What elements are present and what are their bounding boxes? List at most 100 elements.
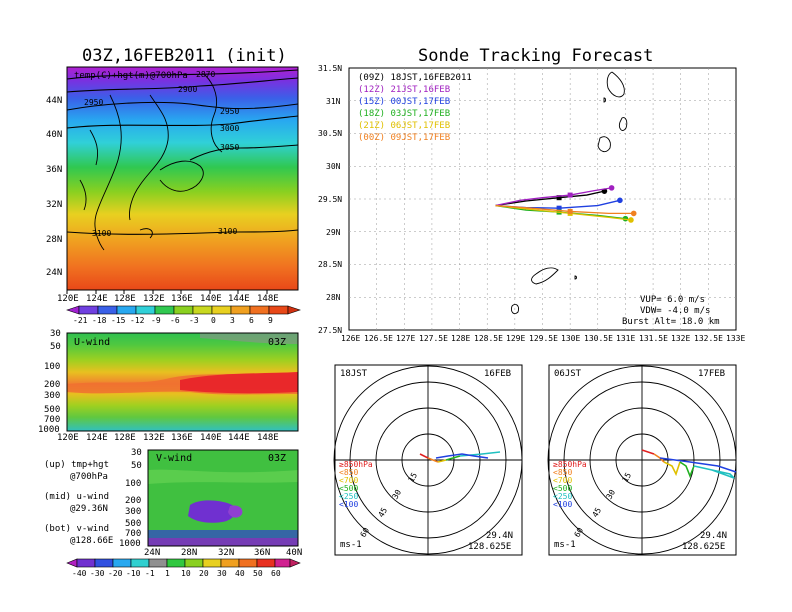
colorbar-tick: -18 xyxy=(92,316,107,325)
lon-tick-label: 127.5E xyxy=(419,334,448,343)
lon-tick-label: 144E xyxy=(228,433,250,443)
hodo-lat: 29.4N xyxy=(700,531,728,541)
track-series-line xyxy=(495,187,612,207)
lat-tick-label: 28N xyxy=(46,235,63,245)
lon-tick-label: 136E xyxy=(171,433,193,443)
colorbar-tick: -15 xyxy=(111,316,126,325)
colorbar-tick: -6 xyxy=(170,316,180,325)
colorbar-tick: -3 xyxy=(189,316,199,325)
level-legend-item: <250 xyxy=(339,492,359,501)
hodo-lat: 29.4N xyxy=(486,531,514,541)
contour-label: 3000 xyxy=(220,124,240,133)
right-title: Sonde Tracking Forecast xyxy=(418,46,654,66)
lon-tick-label: 140E xyxy=(200,433,222,443)
p-tick-label: 100 xyxy=(44,362,61,372)
hodo-unit: ms-1 xyxy=(340,540,362,550)
lon-tick-label: 127E xyxy=(396,334,416,343)
level-legend-item: <700 xyxy=(553,476,573,485)
lat-tick-label: 28N xyxy=(181,548,198,558)
island-outline xyxy=(619,117,628,131)
lon-tick-label: 130.5E xyxy=(584,334,613,343)
lon-tick-label: 120E xyxy=(57,433,79,443)
p-tick-label: 30 xyxy=(131,448,142,458)
colorbar-tick: 0 xyxy=(211,316,216,325)
lon-tick-label: 131.5E xyxy=(639,334,668,343)
track-midpoint-marker xyxy=(567,192,573,198)
p-tick-label: 500 xyxy=(125,519,142,529)
lon-tick-label: 120E xyxy=(57,294,79,304)
v-wind-label: V-wind xyxy=(156,453,193,464)
lat-tick-label: 31.5N xyxy=(318,64,343,73)
colorbar-tick: -10 xyxy=(126,569,141,578)
u-wind-label: U-wind xyxy=(74,337,111,348)
p-tick-label: 100 xyxy=(125,479,142,489)
colorbar-tick: -12 xyxy=(130,316,145,325)
colorbar-tick: 30 xyxy=(217,569,227,578)
lat-tick-label: 27.5N xyxy=(318,326,343,335)
level-legend-item: ≥850hPa xyxy=(339,460,373,469)
track-midpoint-marker xyxy=(567,208,573,214)
level-legend-item: <500 xyxy=(339,484,359,493)
p-tick-label: 1000 xyxy=(119,539,141,549)
lat-tick-label: 36N xyxy=(46,165,63,175)
hodo-lon: 128.625E xyxy=(468,542,512,552)
colorbar-tick: -40 xyxy=(72,569,87,578)
lon-tick-label: 128E xyxy=(114,433,136,443)
island-outline xyxy=(574,275,577,280)
colorbar-tick: 3 xyxy=(230,316,235,325)
colorbar-tick: -30 xyxy=(90,569,105,578)
colorbar-tick: 1 xyxy=(165,569,170,578)
level-legend-item: <100 xyxy=(339,500,359,509)
p-tick-label: 50 xyxy=(50,342,61,352)
left-title: 03Z,16FEB2011 (init) xyxy=(82,46,287,66)
colorbar-tick: -20 xyxy=(108,569,123,578)
legend-item: (12Z) 21JST,16FEB xyxy=(358,85,451,95)
colorbar-tick: -9 xyxy=(151,316,161,325)
hodograph-trace xyxy=(419,451,501,463)
lat-tick-label: 44N xyxy=(46,96,63,106)
level-legend-item: <100 xyxy=(553,500,573,509)
colorbar-tick: 20 xyxy=(199,569,209,578)
legend-item: (18Z) 03JST,17FEB xyxy=(358,109,451,119)
track-endpoint-marker xyxy=(608,185,615,191)
lat-tick-label: 28.5N xyxy=(318,260,343,269)
colorbar-tick: -1 xyxy=(145,569,155,578)
hodograph-trace xyxy=(641,449,737,479)
p-tick-label: 30 xyxy=(50,329,61,339)
colorbar-tick: 40 xyxy=(235,569,245,578)
hodo-time: 18JST xyxy=(340,369,368,379)
note-mid-line2: @29.36N xyxy=(70,504,108,514)
lon-tick-label: 130E xyxy=(561,334,581,343)
p-tick-label: 500 xyxy=(44,405,61,415)
hodo-date: 17FEB xyxy=(698,369,726,379)
lat-tick-label: 32N xyxy=(46,200,63,210)
p-tick-label: 300 xyxy=(125,507,142,517)
contour-label: 2950 xyxy=(84,98,104,107)
colorbar-tick: -21 xyxy=(73,316,88,325)
contour-label: 3050 xyxy=(220,143,240,152)
lon-tick-label: 144E xyxy=(228,294,250,304)
p-tick-label: 300 xyxy=(44,391,61,401)
track-midpoint-marker xyxy=(556,195,562,201)
legend-item: (00Z) 09JST,17FEB xyxy=(358,133,451,143)
map-label: temp(C)+hgt(m)@700hPa xyxy=(74,71,188,81)
lat-tick-label: 30.5N xyxy=(318,129,343,138)
lon-tick-label: 136E xyxy=(171,294,193,304)
track-endpoint-marker xyxy=(630,210,637,217)
island-outline xyxy=(603,97,606,103)
lon-tick-label: 124E xyxy=(86,433,108,443)
lon-tick-label: 133E xyxy=(726,334,746,343)
colorbar-tick: 9 xyxy=(268,316,273,325)
note-up-line2: @700hPa xyxy=(70,472,108,482)
lon-tick-label: 128E xyxy=(114,294,136,304)
p-tick-label: 700 xyxy=(44,415,61,425)
track-endpoint-marker xyxy=(617,197,623,204)
lat-tick-label: 29.5N xyxy=(318,195,343,204)
vdw-text: VDW= -4.0 m/s xyxy=(640,306,711,316)
p-tick-label: 1000 xyxy=(38,425,60,435)
island-outline xyxy=(597,136,611,153)
colorbar-tick: 60 xyxy=(271,569,281,578)
lat-tick-label: 28N xyxy=(326,293,341,302)
lat-tick-label: 24N xyxy=(46,268,63,278)
